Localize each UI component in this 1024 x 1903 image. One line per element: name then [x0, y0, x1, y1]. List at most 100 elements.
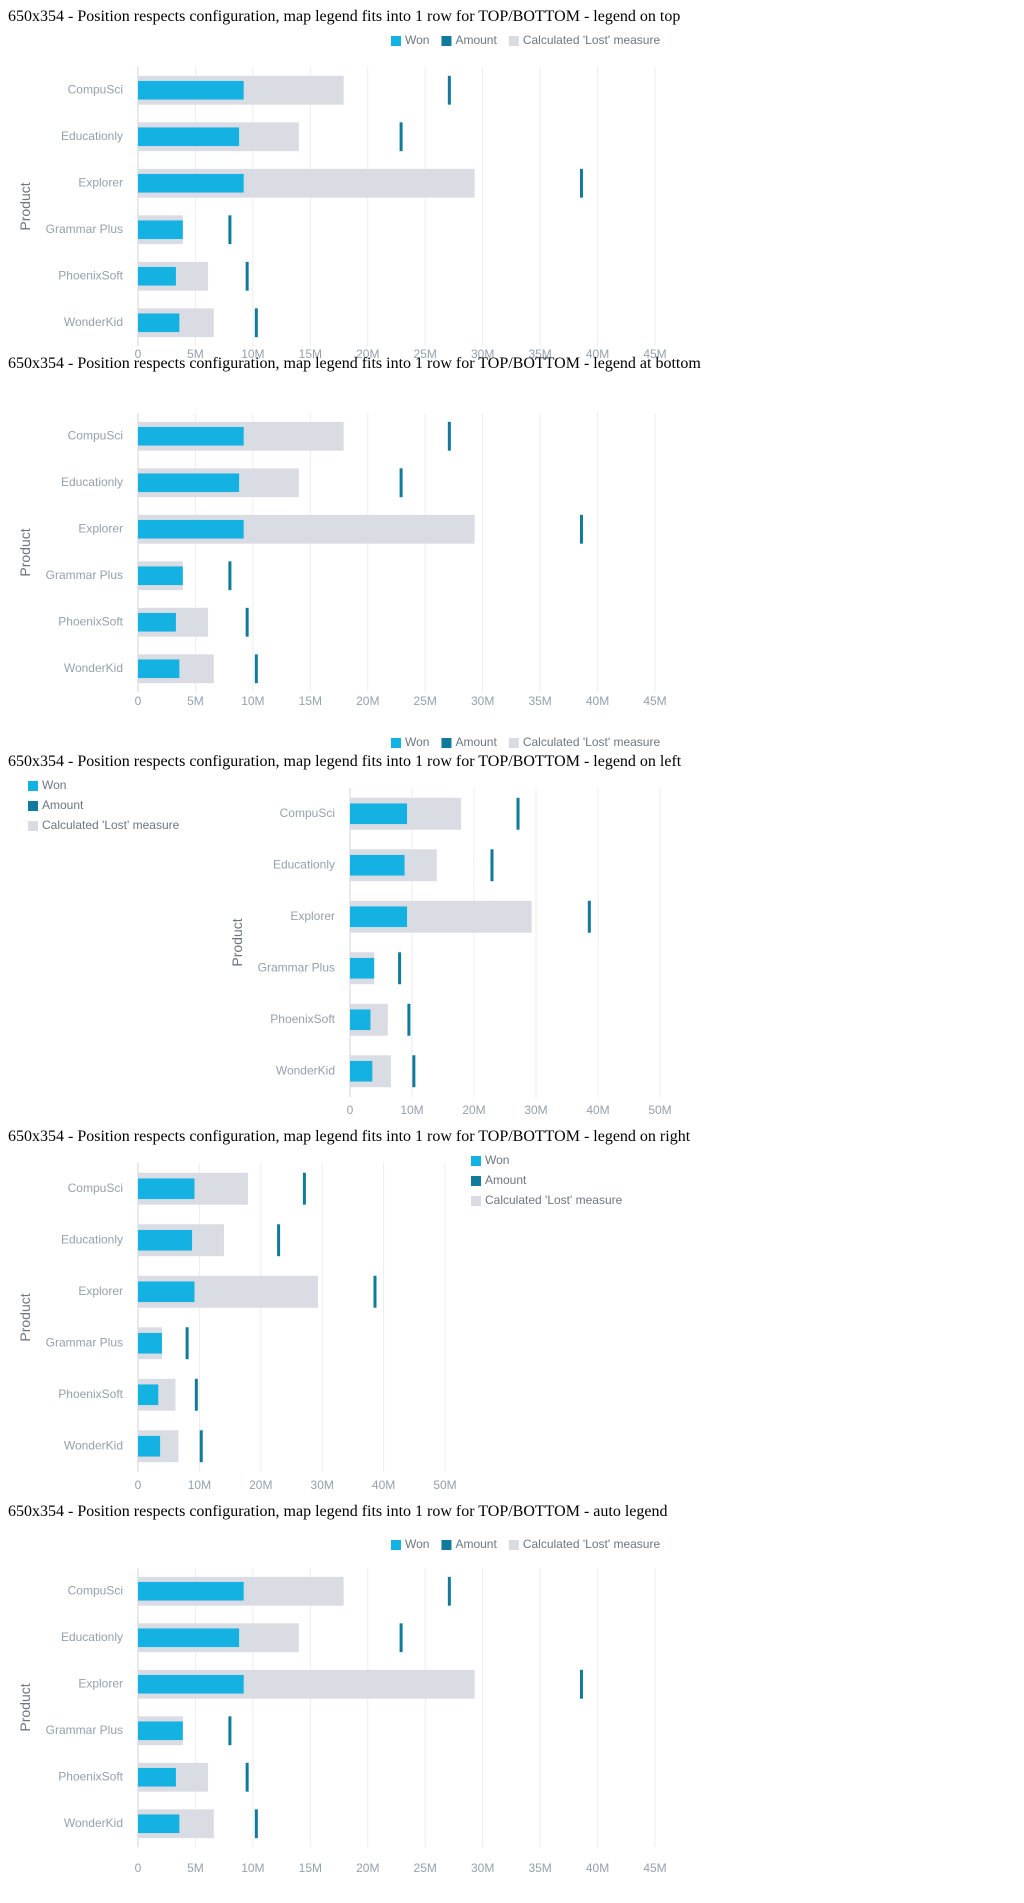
legend-item[interactable]: Calculated 'Lost' measure [508, 735, 661, 749]
won-bar[interactable] [138, 612, 176, 632]
amount-target-marker[interactable] [254, 308, 258, 338]
x-tick-label: 45M [643, 694, 666, 708]
won-bar[interactable] [138, 173, 244, 193]
won-bar[interactable] [138, 1721, 183, 1741]
legend-label: Won [405, 735, 429, 749]
legend-item[interactable]: Amount [28, 798, 84, 812]
won-bar[interactable] [138, 1628, 240, 1648]
won-bar[interactable] [138, 1581, 244, 1601]
legend-item[interactable]: Amount [471, 1173, 527, 1187]
legend-label: Amount [42, 798, 84, 812]
y-tick-label: Grammar Plus [46, 1723, 123, 1737]
won-bar[interactable] [138, 1332, 162, 1354]
x-tick-label: 50M [648, 1103, 671, 1117]
amount-target-marker[interactable] [447, 75, 451, 105]
won-bar[interactable] [138, 659, 180, 679]
won-bar[interactable] [138, 566, 183, 586]
y-tick-label: Explorer [78, 1676, 123, 1690]
y-tick-label: CompuSci [68, 1181, 123, 1195]
y-tick-label: Explorer [78, 521, 123, 535]
amount-target-marker[interactable] [194, 1378, 198, 1411]
won-bar[interactable] [138, 1674, 244, 1694]
legend-item[interactable]: Won [391, 33, 429, 47]
x-tick-label: 35M [528, 694, 551, 708]
amount-target-marker[interactable] [228, 1716, 232, 1746]
amount-target-marker[interactable] [587, 900, 591, 933]
amount-target-marker[interactable] [254, 654, 258, 684]
amount-target-marker[interactable] [254, 1809, 258, 1839]
y-tick-label: Educationly [61, 129, 123, 143]
x-tick-label: 0 [135, 1478, 142, 1492]
legend-item[interactable]: Won [28, 778, 66, 792]
won-bar[interactable] [138, 127, 240, 147]
legend-item[interactable]: Calculated 'Lost' measure [508, 1537, 661, 1551]
amount-target-marker[interactable] [199, 1430, 203, 1463]
won-bar[interactable] [138, 1814, 180, 1834]
won-bar[interactable] [350, 803, 408, 825]
legend-item[interactable]: Won [471, 1153, 509, 1167]
won-bar[interactable] [138, 313, 180, 333]
amount-target-marker[interactable] [447, 421, 451, 451]
amount-target-marker[interactable] [277, 1224, 281, 1257]
legend-item[interactable]: Calculated 'Lost' measure [471, 1193, 623, 1207]
y-tick-label: Educationly [273, 857, 335, 871]
amount-target-marker[interactable] [228, 215, 232, 245]
won-bar[interactable] [138, 1767, 176, 1787]
legend-label: Won [405, 1537, 429, 1551]
won-bar[interactable] [350, 906, 408, 928]
legend-swatch [28, 821, 38, 831]
legend-item[interactable]: Amount [441, 735, 497, 749]
legend-label: Amount [455, 33, 497, 47]
amount-target-marker[interactable] [398, 952, 402, 985]
amount-target-marker[interactable] [399, 122, 403, 152]
amount-target-marker[interactable] [516, 797, 520, 830]
y-axis-title: Product [229, 918, 245, 966]
legend-item[interactable]: Calculated 'Lost' measure [508, 33, 661, 47]
won-bar[interactable] [138, 220, 183, 240]
won-bar[interactable] [138, 519, 244, 539]
amount-target-marker[interactable] [579, 168, 583, 198]
won-bar[interactable] [138, 1178, 195, 1200]
won-bar[interactable] [138, 473, 240, 493]
amount-target-marker[interactable] [373, 1275, 377, 1308]
legend-item[interactable]: Won [391, 735, 429, 749]
won-bar[interactable] [138, 1281, 195, 1303]
amount-target-marker[interactable] [245, 1762, 249, 1792]
legend-item[interactable]: Amount [441, 33, 497, 47]
amount-target-marker[interactable] [399, 468, 403, 498]
x-tick-label: 40M [586, 1103, 609, 1117]
legend-swatch [441, 1540, 452, 1550]
won-bar[interactable] [138, 426, 244, 446]
won-bar[interactable] [350, 1009, 371, 1031]
won-bar[interactable] [138, 80, 244, 100]
amount-target-marker[interactable] [245, 607, 249, 637]
amount-target-marker[interactable] [490, 849, 494, 882]
amount-target-marker[interactable] [185, 1327, 189, 1360]
amount-target-marker[interactable] [407, 1003, 411, 1036]
amount-target-marker[interactable] [302, 1172, 306, 1205]
legend-item[interactable]: Won [391, 1537, 429, 1551]
won-bar[interactable] [138, 1229, 193, 1251]
y-tick-label: WonderKid [64, 315, 123, 329]
amount-target-marker[interactable] [447, 1576, 451, 1606]
legend-label: Amount [455, 1537, 497, 1551]
legend-item[interactable]: Calculated 'Lost' measure [28, 818, 180, 832]
won-bar[interactable] [138, 1435, 161, 1457]
x-tick-label: 0 [135, 347, 142, 361]
y-tick-label: CompuSci [68, 1583, 123, 1597]
amount-target-marker[interactable] [228, 561, 232, 591]
won-bar[interactable] [350, 957, 375, 979]
x-tick-label: 10M [188, 1478, 211, 1492]
won-bar[interactable] [138, 1384, 159, 1406]
amount-target-marker[interactable] [579, 1669, 583, 1699]
amount-target-marker[interactable] [399, 1623, 403, 1653]
won-bar[interactable] [138, 266, 176, 286]
won-bar[interactable] [350, 854, 405, 876]
won-bar[interactable] [350, 1060, 373, 1082]
x-tick-label: 50M [433, 1478, 456, 1492]
amount-target-marker[interactable] [579, 514, 583, 544]
y-tick-label: Explorer [290, 909, 335, 923]
amount-target-marker[interactable] [245, 261, 249, 291]
amount-target-marker[interactable] [412, 1055, 416, 1088]
legend-item[interactable]: Amount [441, 1537, 497, 1551]
